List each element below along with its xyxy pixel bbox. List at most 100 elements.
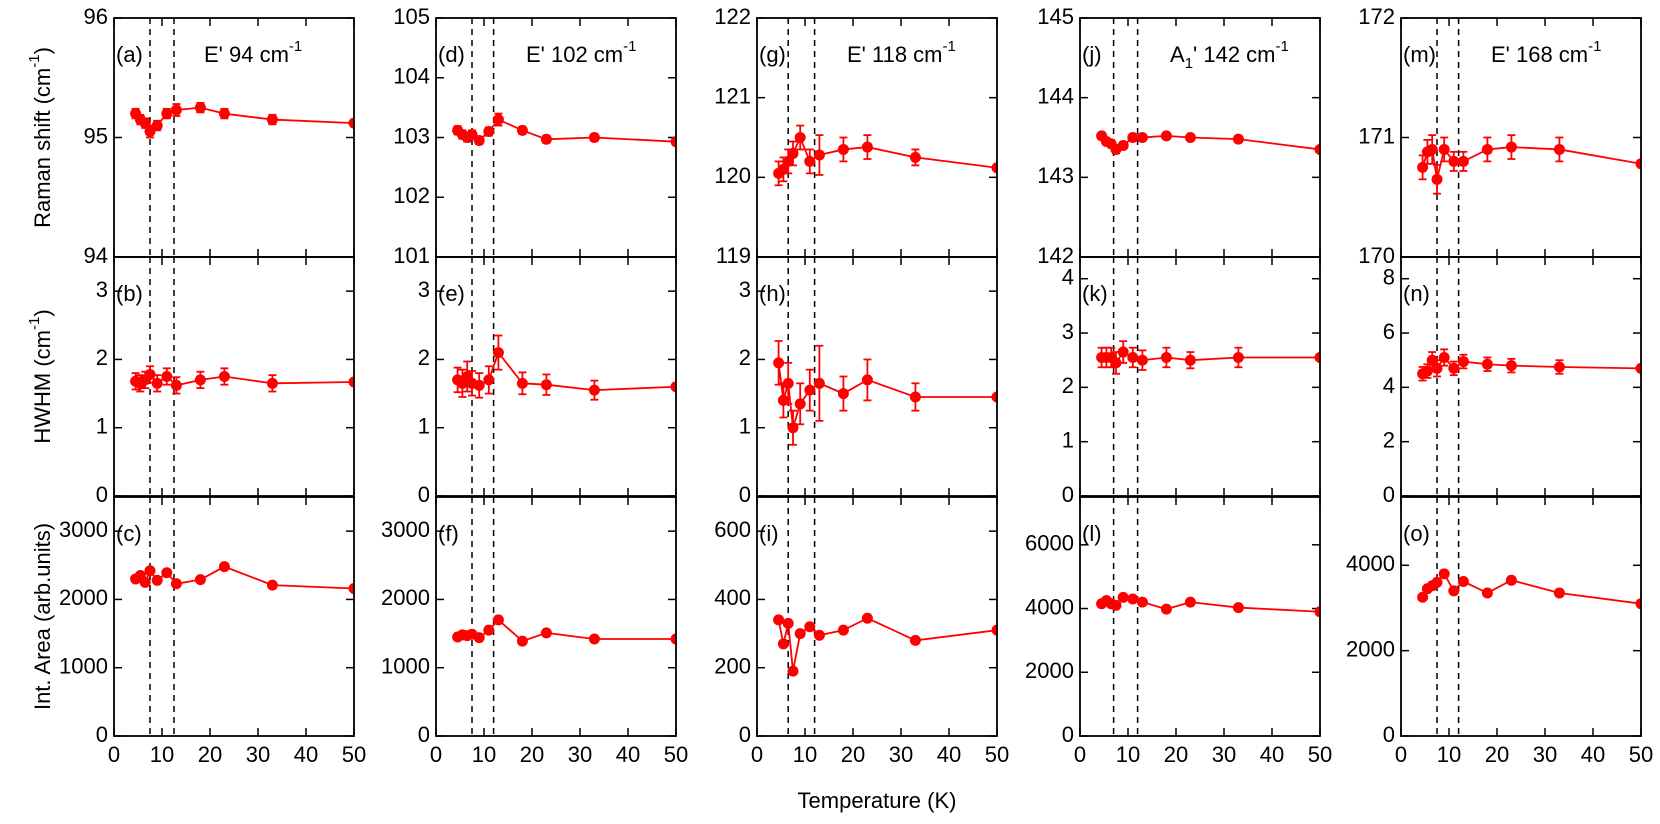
text-part: -1 [1588, 38, 1601, 55]
data-point [813, 377, 825, 389]
panel-label: (j) [1082, 42, 1102, 67]
data-point [1232, 602, 1244, 614]
x-tick-label: 0 [1074, 742, 1086, 767]
x-tick-label: 30 [1533, 742, 1557, 767]
y-axis-label: Raman shift (cm-1) [26, 47, 54, 228]
plot-area [452, 334, 676, 401]
y-tick-label: 3000 [381, 517, 430, 542]
data-point [161, 371, 173, 382]
data-point [540, 379, 552, 391]
data-point [266, 114, 278, 126]
text-part: HWHM (cm [30, 330, 55, 444]
x-tick-label: 40 [937, 742, 961, 767]
panel-label: (g) [759, 42, 786, 67]
text-part: ) [30, 309, 55, 316]
data-point [1117, 591, 1129, 603]
y-tick-label: 105 [393, 4, 430, 29]
y-tick-label: 119 [716, 243, 751, 268]
data-point [861, 374, 873, 386]
data-point [194, 102, 206, 114]
data-point [1417, 591, 1429, 603]
text-part: -1 [623, 38, 636, 55]
data-point [1421, 365, 1433, 377]
data-point [218, 108, 230, 120]
data-point [1127, 351, 1139, 363]
data-point [804, 621, 816, 633]
panel-label: (n) [1403, 281, 1430, 306]
data-point [670, 136, 676, 148]
plot-area [1417, 568, 1641, 610]
x-tick-label: 50 [985, 742, 1009, 767]
x-tick-label: 10 [1116, 742, 1140, 767]
text-part: E' 168 cm [1491, 42, 1588, 67]
y-tick-label: 200 [714, 654, 751, 679]
x-tick-label: 20 [1485, 742, 1509, 767]
plot-area [773, 340, 997, 446]
data-point [473, 379, 485, 391]
data-point [773, 357, 785, 369]
x-tick-label: 10 [472, 742, 496, 767]
y-tick-label: 2 [1062, 373, 1074, 398]
data-point [1127, 132, 1139, 143]
y-tick-label: 143 [1037, 163, 1074, 188]
data-point [151, 377, 163, 389]
data-point [804, 155, 816, 167]
data-point [1117, 346, 1129, 358]
mode-annotation: A1' 142 cm-1 [1170, 38, 1289, 72]
data-point [794, 628, 806, 640]
x-tick-label: 10 [1437, 742, 1461, 767]
data-point [161, 567, 173, 579]
y-tick-label: 6000 [1025, 531, 1074, 556]
y-tick-label: 95 [84, 123, 108, 148]
data-point [1448, 585, 1460, 597]
plot-area [452, 112, 676, 148]
panel-label: (c) [116, 521, 142, 546]
data-point [782, 617, 794, 629]
data-point [1136, 354, 1148, 366]
data-point [170, 578, 182, 590]
data-point [1457, 576, 1469, 588]
data-point [1505, 360, 1517, 372]
mode-annotation: E' 94 cm-1 [204, 38, 302, 66]
data-point [1314, 143, 1320, 155]
data-point [991, 391, 997, 403]
axes-frame [113, 496, 355, 737]
y-tick-label: 3 [96, 277, 108, 302]
text-part: 1 [1185, 55, 1193, 72]
data-point [1505, 574, 1517, 586]
data-point [1314, 606, 1320, 618]
data-point [837, 388, 849, 400]
data-point [1184, 132, 1196, 143]
data-point [1426, 143, 1438, 155]
text-part: -1 [943, 38, 956, 55]
plot-area [1096, 591, 1320, 618]
x-tick-label: 10 [150, 742, 174, 767]
y-tick-label: 2 [739, 345, 751, 370]
y-tick-label: 94 [84, 243, 108, 268]
data-point [773, 614, 785, 626]
data-point [813, 629, 825, 641]
data-point [1431, 576, 1443, 588]
y-tick-label: 4 [1062, 265, 1074, 290]
text-part: ' 142 cm [1193, 42, 1275, 67]
y-tick-label: 103 [393, 123, 430, 148]
x-tick-label: 0 [1395, 742, 1407, 767]
data-point [1635, 362, 1641, 374]
y-axis-label: HWHM (cm-1) [26, 309, 54, 443]
data-point [1457, 155, 1469, 167]
data-point [218, 371, 230, 382]
y-tick-label: 8 [1383, 265, 1395, 290]
plot-area [130, 561, 354, 595]
data-point [516, 377, 528, 389]
axes-frame [756, 496, 998, 737]
plot-area [1096, 340, 1320, 375]
data-point [139, 576, 151, 588]
mode-annotation: E' 102 cm-1 [526, 38, 636, 66]
data-point [170, 379, 182, 391]
x-tick-label: 40 [1260, 742, 1284, 767]
data-point [151, 574, 163, 586]
text-part: -1 [289, 38, 302, 55]
plot-area [130, 365, 354, 395]
